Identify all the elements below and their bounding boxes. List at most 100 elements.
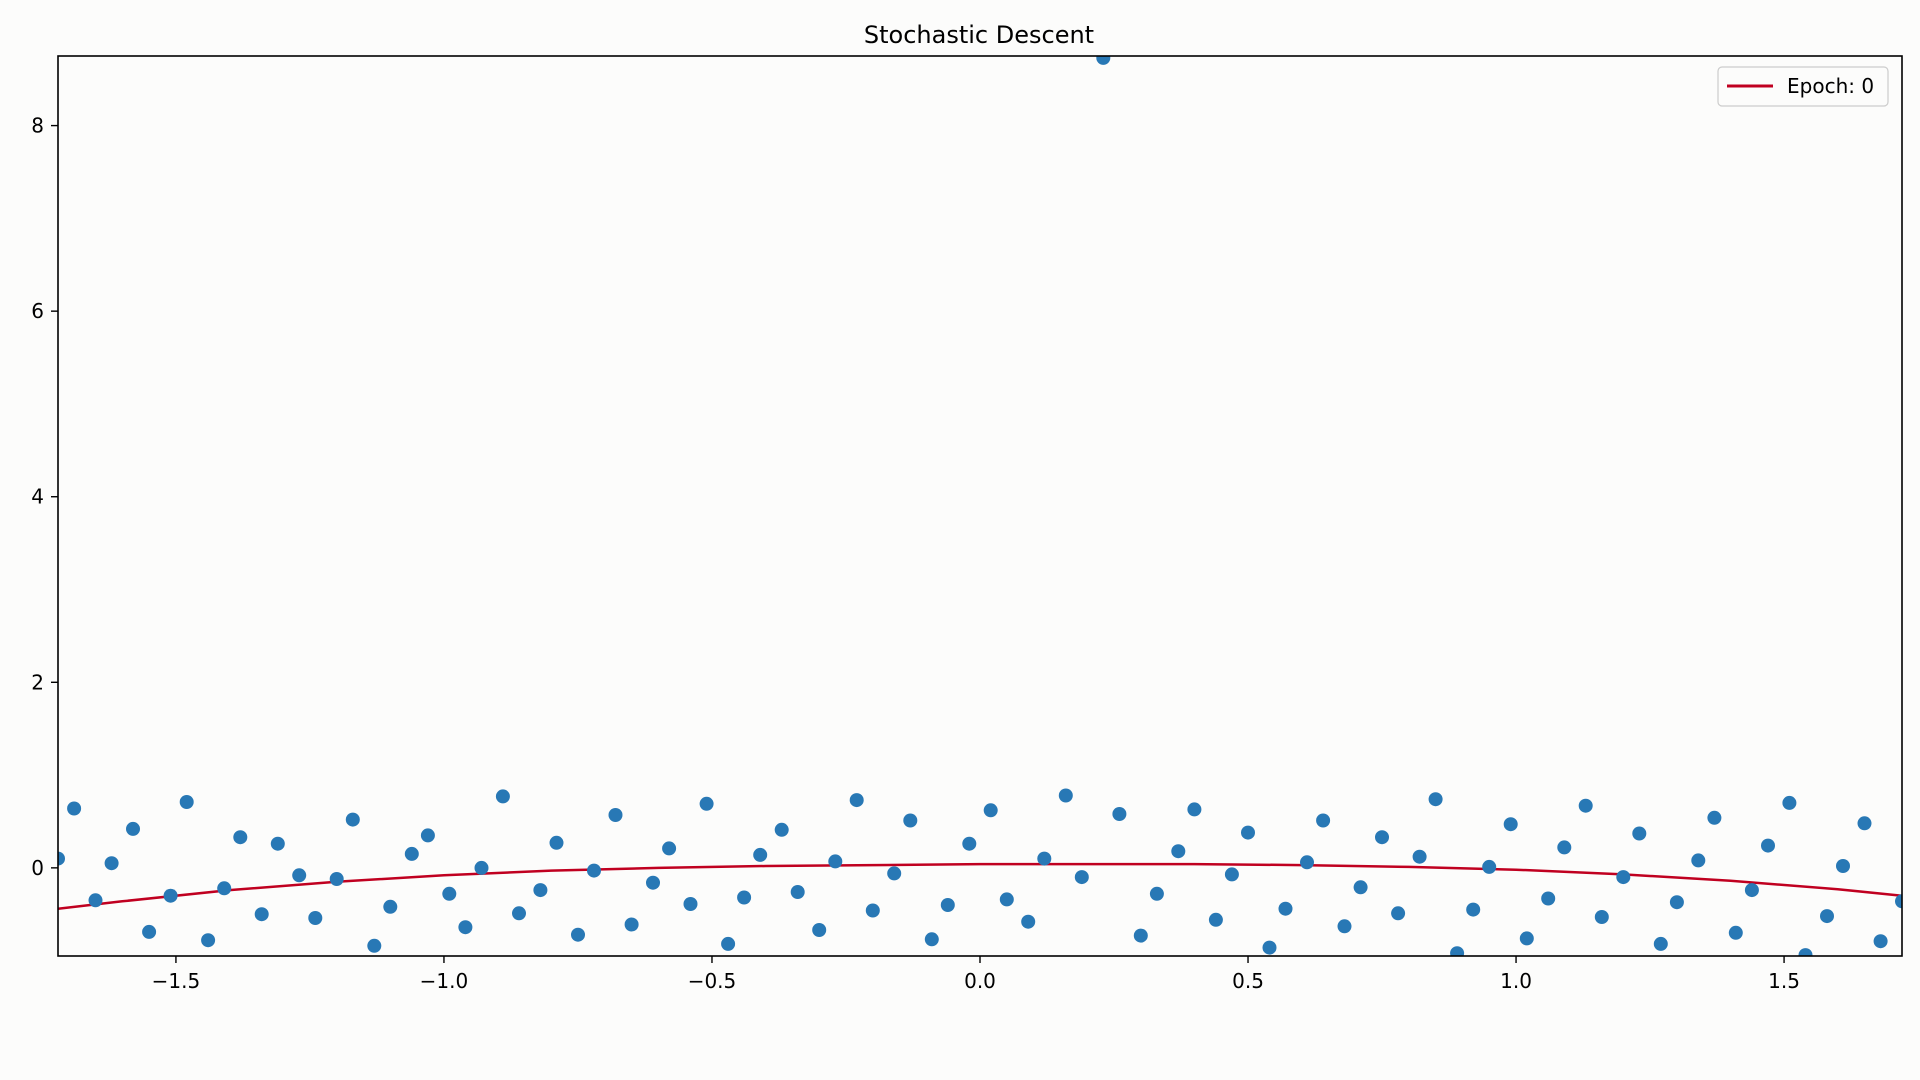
scatter-point	[458, 920, 473, 935]
scatter-point	[254, 907, 269, 922]
scatter-point	[646, 875, 660, 890]
scatter-point	[1412, 849, 1427, 864]
scatter-point	[201, 933, 216, 948]
x-tick-label: −0.5	[688, 969, 737, 993]
scatter-point	[270, 836, 285, 851]
scatter-point	[474, 860, 489, 875]
y-tick-label: 2	[31, 670, 44, 694]
scatter-point	[1728, 925, 1743, 940]
x-axis-ticks: −1.5 −1.0 −0.5 0.0 0.5 1.0 1.5	[152, 956, 1800, 993]
scatter-point	[329, 872, 344, 886]
scatter-point	[1836, 859, 1850, 873]
y-tick-label: 0	[31, 856, 44, 880]
scatter-point	[1503, 817, 1518, 832]
scatter-point	[1353, 880, 1368, 895]
y-tick-label: 6	[31, 299, 44, 323]
scatter-point	[233, 830, 248, 845]
y-tick-label: 4	[31, 485, 44, 509]
scatter-point	[88, 893, 103, 908]
scatter-point	[887, 866, 902, 881]
scatter-point	[1519, 931, 1534, 946]
scatter-point	[849, 793, 864, 808]
plot-area	[58, 56, 1902, 956]
scatter-point	[1895, 894, 1902, 909]
scatter-point	[1278, 901, 1293, 916]
scatter-point	[940, 898, 955, 912]
scatter-point	[624, 917, 639, 932]
scatter-point	[1058, 788, 1073, 803]
scatter-point	[1782, 795, 1797, 810]
scatter-point	[163, 888, 178, 903]
x-tick-label: −1.0	[420, 969, 469, 993]
scatter-point	[962, 836, 977, 851]
scatter-point	[1557, 840, 1572, 855]
scatter-point	[828, 854, 843, 869]
scatter-point	[1632, 826, 1647, 841]
scatter-point	[533, 883, 548, 898]
scatter-point	[587, 863, 601, 878]
legend: Epoch: 0	[1717, 66, 1889, 107]
legend-box	[1717, 66, 1889, 107]
scatter-point	[1133, 928, 1148, 943]
scatter-point	[865, 903, 880, 918]
scatter-point	[1857, 816, 1872, 831]
scatter-point	[308, 911, 323, 925]
scatter-point	[1224, 867, 1239, 882]
scatter-point	[1208, 912, 1223, 927]
y-tick-label: 8	[31, 114, 44, 138]
legend-label: Epoch: 0	[1787, 74, 1874, 98]
scatter-point	[383, 899, 398, 914]
scatter-point	[662, 841, 677, 856]
scatter-point	[104, 856, 119, 871]
scatter-point	[179, 795, 194, 809]
plot-frame	[57, 55, 1903, 957]
x-tick-label: 0.0	[964, 969, 996, 993]
scatter-point	[142, 924, 157, 939]
scatter-point	[683, 897, 698, 911]
scatter-point	[790, 885, 805, 899]
x-tick-label: −1.5	[152, 969, 201, 993]
scatter-point	[903, 813, 918, 828]
scatter-point	[495, 789, 510, 804]
scatter-point	[1316, 813, 1331, 828]
x-tick-label: 1.5	[1768, 969, 1800, 993]
scatter-point	[1691, 853, 1706, 868]
scatter-point	[1337, 919, 1352, 934]
scatter-point	[512, 906, 526, 921]
scatter-point	[367, 938, 382, 953]
scatter-point	[1375, 830, 1389, 845]
scatter-point	[774, 822, 789, 837]
scatter-point	[608, 808, 623, 822]
plot-content	[58, 56, 1902, 956]
scatter-point	[1300, 855, 1314, 870]
scatter-point	[1541, 891, 1556, 906]
x-tick-label: 0.5	[1232, 969, 1264, 993]
scatter-point	[924, 932, 939, 947]
scatter-point	[1873, 934, 1888, 949]
scatter-point	[292, 868, 307, 883]
scatter-point	[1578, 798, 1593, 813]
scatter-point	[1021, 914, 1036, 929]
scatter-point	[571, 927, 585, 942]
scatter-point	[217, 881, 232, 896]
scatter-point	[549, 835, 564, 850]
scatter-point	[1820, 909, 1834, 924]
scatter-point	[1074, 870, 1089, 885]
x-tick-label: 1.0	[1500, 969, 1532, 993]
scatter-points	[58, 56, 1902, 956]
scatter-point	[1096, 56, 1111, 65]
scatter-point	[67, 801, 82, 816]
scatter-point	[721, 936, 736, 951]
scatter-point	[1262, 940, 1277, 955]
scatter-point	[126, 821, 140, 836]
scatter-point	[1112, 807, 1127, 821]
scatter-point	[420, 828, 435, 843]
scatter-point	[1653, 936, 1668, 951]
scatter-point	[999, 892, 1014, 907]
scatter-point	[1171, 844, 1186, 859]
y-axis-ticks: 0 2 4 6 8	[31, 114, 58, 880]
scatter-point	[1482, 859, 1497, 874]
scatter-point	[1616, 870, 1631, 885]
scatter-point	[1428, 792, 1443, 807]
